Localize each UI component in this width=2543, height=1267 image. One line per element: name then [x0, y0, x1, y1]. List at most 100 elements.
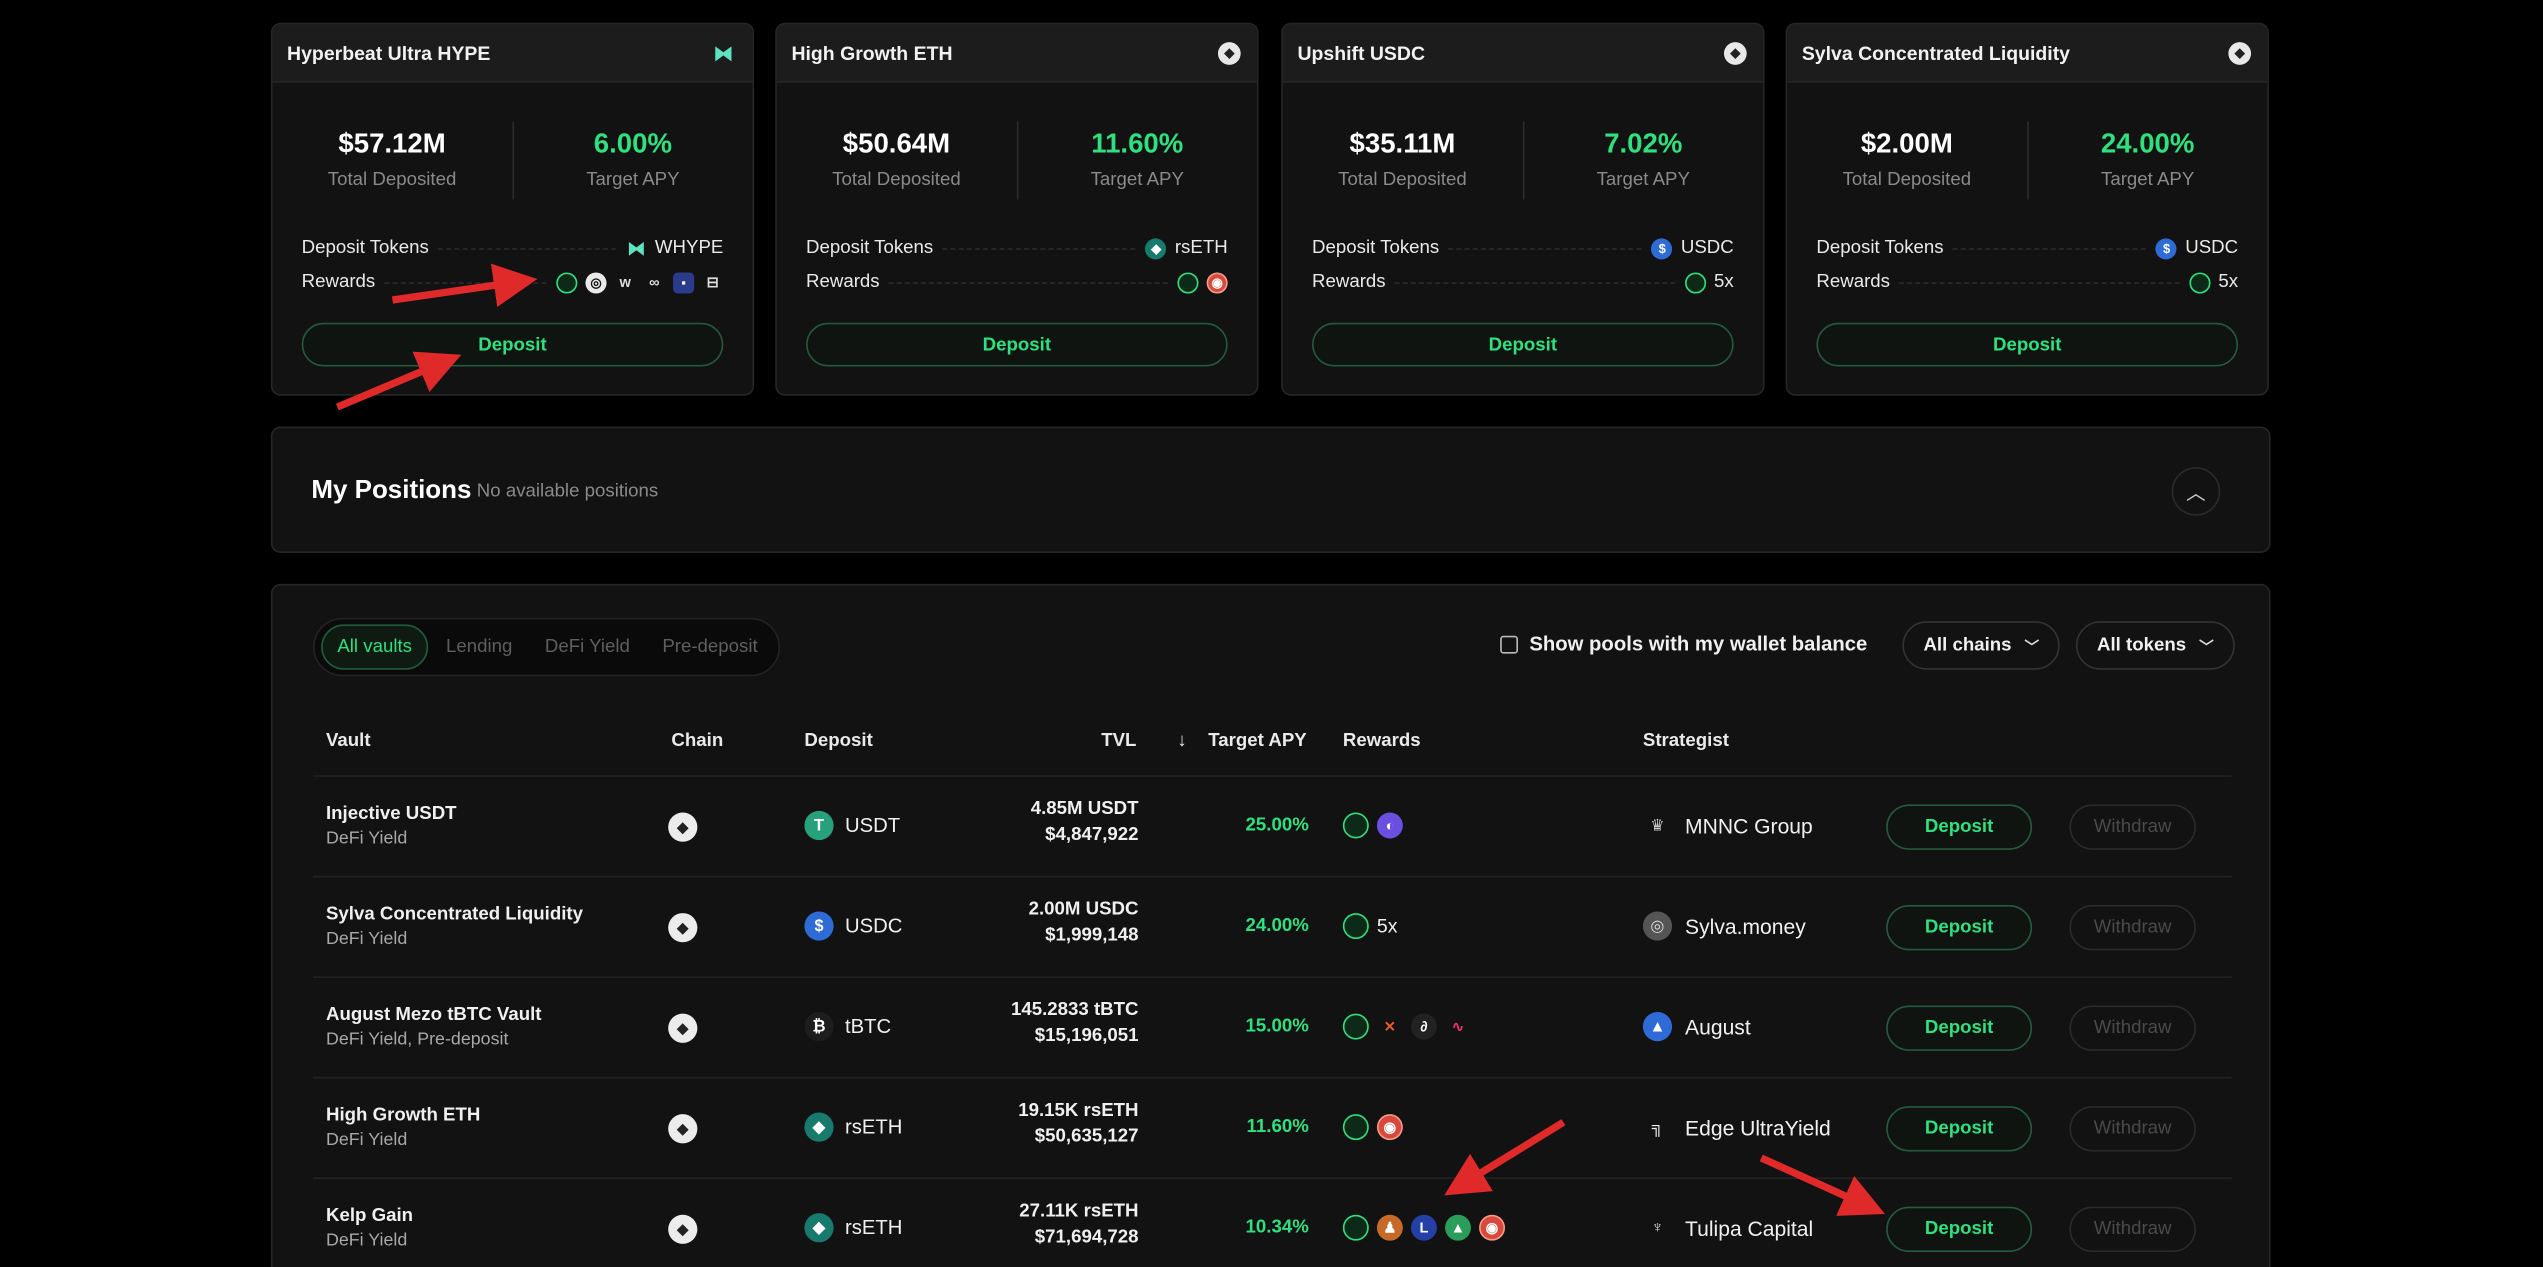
total-deposited-value: $50.64M [842, 128, 951, 159]
tvl-usd: $15,196,051 [1034, 1026, 1139, 1047]
points-reward-icon [1342, 1214, 1369, 1241]
target-apy: 10.34% [1245, 1217, 1309, 1238]
header-chain[interactable]: Chain [671, 731, 724, 751]
rewards-row: Rewards 5x [1816, 269, 2238, 295]
vault-name[interactable]: Sylva Concentrated Liquidity [325, 904, 584, 925]
table-row[interactable]: Kelp Gain DeFi Yield ◆ ◆ rsETH 27.11K rsE… [313, 1179, 2232, 1267]
vault-category: DeFi Yield, Pre-deposit [325, 1029, 509, 1050]
mnnc-logo-icon: ♛ [1650, 816, 1665, 835]
hyperbeat-reward-icon: ◎ [585, 271, 607, 293]
target-apy: 24.00% [1245, 916, 1309, 936]
header-target-apy[interactable]: Target APY [1208, 731, 1307, 751]
card-stats: $2.00M Total Deposited 24.00% Target APY [1787, 121, 2267, 200]
deposit-button[interactable]: Deposit [1886, 804, 2033, 850]
card-title: High Growth ETH [791, 41, 953, 65]
tulipa-logo-icon: ♆ [1651, 1218, 1664, 1237]
vault-name[interactable]: Kelp Gain [325, 1206, 414, 1227]
my-positions-panel: My Positions No available positions ︿ [270, 426, 2271, 554]
deposit-token: USDC [1680, 238, 1734, 258]
card-header: Sylva Concentrated Liquidity ◆ [1787, 24, 2268, 83]
target-apy: 15.00% [1245, 1016, 1309, 1037]
header-vault[interactable]: Vault [325, 731, 371, 751]
total-deposited-label: Total Deposited [1842, 170, 1972, 190]
vault-name[interactable]: August Mezo tBTC Vault [325, 1005, 542, 1025]
tvl-usd: $71,694,728 [1034, 1227, 1139, 1248]
rewards-multiplier: 5x [1713, 272, 1734, 292]
table-row[interactable]: Sylva Concentrated Liquidity DeFi Yield … [313, 877, 2232, 978]
card-deposit-button[interactable]: Deposit [1816, 322, 2239, 367]
tvl-amount: 19.15K rsETH [1018, 1101, 1139, 1121]
tvl-amount: 27.11K rsETH [1019, 1201, 1139, 1222]
link-reward-icon: ∂ [1410, 1013, 1437, 1040]
withdraw-button[interactable]: Withdraw [2069, 1106, 2196, 1152]
table-row[interactable]: Injective USDT DeFi Yield ◆ T USDT 4.85M … [313, 777, 2232, 878]
collapse-button[interactable]: ︿ [2171, 467, 2221, 516]
card-deposit-button[interactable]: Deposit [1312, 322, 1734, 367]
link-reward-icon: ∞ [649, 274, 660, 291]
withdraw-button[interactable]: Withdraw [2069, 1206, 2196, 1253]
deposit-button[interactable]: Deposit [1886, 904, 2033, 951]
strategist-cell: ♛ MNNC Group [1643, 811, 1813, 840]
card-deposit-button[interactable]: Deposit [806, 322, 1228, 367]
target-apy-value: 6.00% [593, 128, 672, 159]
tab-defi-yield[interactable]: DeFi Yield [544, 637, 630, 657]
card-stats: $35.11M Total Deposited 7.02% Target APY [1283, 121, 1763, 200]
wave-reward-icon: ∿ [1451, 1017, 1465, 1034]
chains-dropdown[interactable]: All chains ﹀ [1902, 621, 2061, 670]
bear-reward-icon: ♟ [1376, 1214, 1403, 1241]
deposit-button[interactable]: Deposit [1886, 1106, 2033, 1152]
strategist-cell: ╗ Edge UltraYield [1643, 1113, 1831, 1142]
rewards-label: Rewards [301, 272, 376, 292]
sort-arrow-icon[interactable]: ↓ [1177, 731, 1187, 751]
table-header: Vault Chain Deposit TVL ↓ Target APY Rew… [313, 728, 2232, 777]
tab-all-vaults[interactable]: All vaults [321, 624, 429, 670]
header-tvl[interactable]: TVL [1101, 731, 1137, 751]
table-row[interactable]: August Mezo tBTC Vault DeFi Yield, Pre-d… [313, 978, 2232, 1079]
ethereum-icon: ◆ [668, 812, 698, 842]
strategist-cell: ♆ Tulipa Capital [1643, 1213, 1813, 1242]
deposit-token-cell: T USDT [804, 810, 900, 841]
tokens-dropdown[interactable]: All tokens ﹀ [2075, 621, 2235, 670]
tab-pre-deposit[interactable]: Pre-deposit [662, 637, 758, 657]
target-apy: 25.00% [1245, 815, 1309, 836]
sylva-logo-icon: ◎ [1642, 911, 1673, 941]
points-reward-icon [1684, 271, 1706, 293]
deposit-button[interactable]: Deposit [1886, 1206, 2033, 1253]
target-apy-label: Target APY [586, 170, 680, 190]
withdraw-button[interactable]: Withdraw [2069, 1005, 2196, 1051]
points-reward-icon [1342, 1013, 1369, 1040]
chevron-down-icon: ﹀ [2199, 638, 2214, 655]
box-reward-icon: ⊟ [706, 273, 719, 290]
target-apy-value: 11.60% [1091, 128, 1184, 159]
vault-tabs: All vaults Lending DeFi Yield Pre-deposi… [313, 617, 781, 677]
rewards-row: Rewards ◎ w ∞ ▪ ⊟ [302, 269, 724, 295]
ethereum-icon: ◆ [668, 1013, 698, 1043]
deposit-token-cell: ◆ rsETH [804, 1112, 902, 1142]
withdraw-button[interactable]: Withdraw [2069, 904, 2196, 951]
tab-lending[interactable]: Lending [446, 637, 513, 657]
vault-name[interactable]: High Growth ETH [325, 1106, 481, 1126]
header-deposit[interactable]: Deposit [804, 731, 873, 751]
card-title: Hyperbeat Ultra HYPE [287, 41, 491, 65]
rseth-icon: ◆ [1145, 237, 1167, 259]
card-deposit-button[interactable]: Deposit [301, 322, 724, 367]
tbtc-icon: ₿ [804, 1012, 834, 1042]
wallet-balance-filter[interactable]: Show pools with my wallet balance [1500, 633, 1867, 655]
total-deposited-value: $35.11M [1349, 128, 1456, 159]
deposit-button[interactable]: Deposit [1886, 1005, 2033, 1051]
ethereum-icon: ◆ [668, 1214, 698, 1244]
withdraw-button[interactable]: Withdraw [2069, 804, 2196, 850]
card-header: Upshift USDC ◆ [1282, 24, 1763, 83]
vault-category: DeFi Yield [325, 828, 408, 849]
wallet-balance-checkbox[interactable] [1500, 634, 1519, 653]
card-header: High Growth ETH ◆ [776, 24, 1257, 83]
card-title: Sylva Concentrated Liquidity [1801, 41, 2071, 65]
deposit-token: USDC [844, 914, 903, 938]
rewards-row: Rewards 5x [1312, 269, 1734, 295]
rewards-multiplier: 5x [1376, 914, 1398, 938]
vault-name[interactable]: Injective USDT [325, 804, 457, 824]
target-apy-value: 7.02% [1604, 128, 1683, 159]
usdc-icon: $ [2156, 237, 2178, 259]
table-row[interactable]: High Growth ETH DeFi Yield ◆ ◆ rsETH 19.1… [313, 1078, 2232, 1180]
